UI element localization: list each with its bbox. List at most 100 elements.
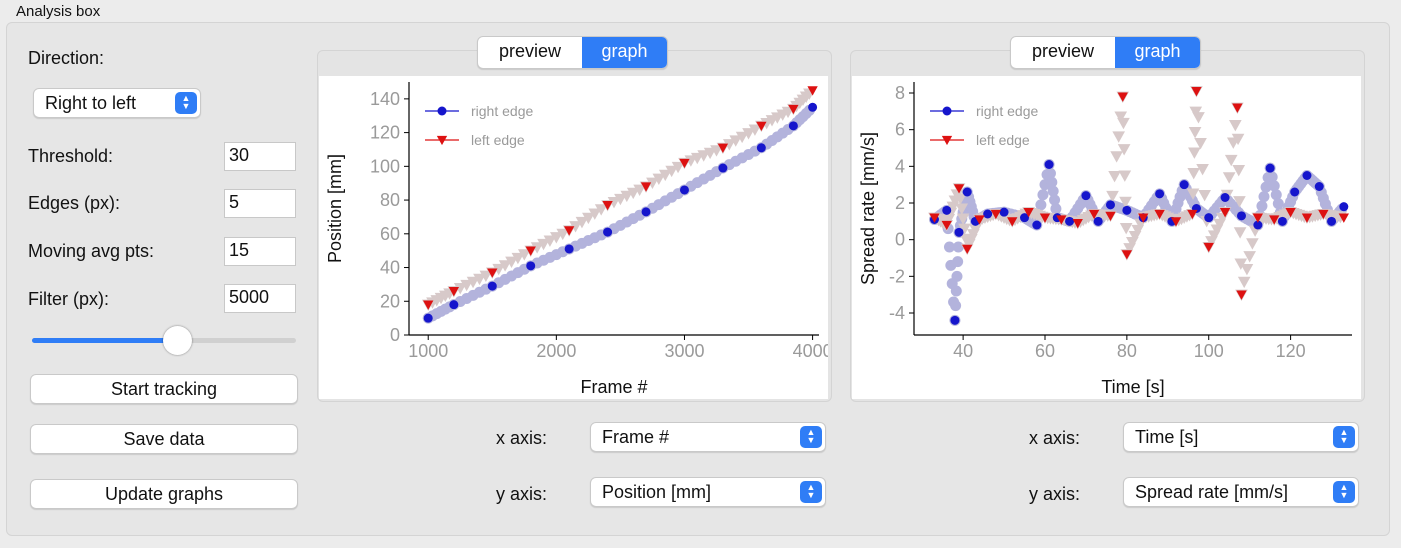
trail-marker xyxy=(1106,190,1119,203)
left-x-axis-label: x axis: xyxy=(496,428,548,448)
start-tracking-button[interactable]: Start tracking xyxy=(30,374,298,404)
y-tick-label: 0 xyxy=(390,325,400,345)
trail-marker xyxy=(1114,111,1128,123)
trail-marker xyxy=(588,208,602,220)
data-point xyxy=(1302,171,1312,180)
y-tick-label: 100 xyxy=(370,156,400,176)
series-1 xyxy=(423,86,818,310)
trail-marker xyxy=(735,131,749,144)
trail-marker xyxy=(1117,117,1130,130)
data-point xyxy=(990,209,1002,220)
filter-field[interactable]: 5000 xyxy=(224,284,296,313)
data-point xyxy=(953,184,965,194)
data-point xyxy=(1339,202,1349,212)
right-y-axis-select[interactable]: Spread rate [mm/s] ▲ ▼ xyxy=(1123,477,1359,507)
filter-slider-handle[interactable] xyxy=(163,326,193,355)
trail-marker xyxy=(742,128,755,140)
filter-slider[interactable] xyxy=(32,326,296,355)
trail-marker xyxy=(1186,188,1200,200)
data-point xyxy=(929,213,940,223)
left-y-axis-select[interactable]: Position [mm] ▲ ▼ xyxy=(590,477,826,507)
trail-marker xyxy=(1110,151,1123,163)
data-point xyxy=(1007,217,1018,227)
data-point xyxy=(1170,217,1182,227)
trail-marker xyxy=(550,232,563,244)
trail-marker xyxy=(1112,131,1125,143)
data-point xyxy=(602,200,613,211)
data-point xyxy=(1039,213,1051,223)
y-tick-label: -2 xyxy=(889,266,905,286)
data-point xyxy=(788,121,798,131)
data-point xyxy=(808,102,818,112)
trail-marker xyxy=(530,242,544,254)
data-point xyxy=(1081,191,1091,201)
trail-marker xyxy=(952,256,964,268)
position-chart: 1000 2000 3000 4000 0 20 40 60 80 100 120 140 Frame … xyxy=(319,76,828,399)
trail-marker xyxy=(652,173,666,186)
x-tick-label: 1000 xyxy=(408,341,448,361)
data-point xyxy=(526,261,536,271)
y-tick-label: 80 xyxy=(380,190,400,210)
y-tick-label: 4 xyxy=(895,156,905,176)
tab-preview-right[interactable]: preview xyxy=(1031,41,1095,61)
trail-marker xyxy=(1047,185,1059,197)
trail-marker xyxy=(1231,133,1245,146)
data-point xyxy=(954,227,964,237)
trail-marker xyxy=(1222,172,1236,184)
spread-rate-chart: 40 60 80 100 120 -4 -2 0 2 4 6 8 Time [s] Spread rate… xyxy=(852,76,1361,399)
y-tick-label: 140 xyxy=(370,89,400,109)
trail-marker xyxy=(1044,167,1056,179)
legend-label: right edge xyxy=(976,103,1038,119)
data-point xyxy=(1285,208,1296,218)
trail-marker xyxy=(954,193,967,205)
moving-avg-label: Moving avg pts: xyxy=(28,241,155,261)
trail-marker xyxy=(505,256,518,268)
tab-graph-left[interactable]: graph xyxy=(582,37,667,68)
save-data-button[interactable]: Save data xyxy=(30,424,298,454)
y-tick-label: -4 xyxy=(889,303,905,323)
legend-entry: right edge xyxy=(930,103,1038,119)
x-tick-label: 80 xyxy=(1117,341,1137,361)
threshold-field[interactable]: 30 xyxy=(224,142,296,171)
left-x-axis-select[interactable]: Frame # ▲ ▼ xyxy=(590,422,826,452)
trail-marker xyxy=(1240,263,1254,276)
left-y-axis-label: y axis: xyxy=(496,484,548,504)
legend-marker xyxy=(436,135,448,146)
tab-graph-right[interactable]: graph xyxy=(1115,37,1200,68)
data-point xyxy=(1020,213,1030,223)
trail-marker xyxy=(1237,276,1251,289)
tab-preview-left[interactable]: preview xyxy=(498,41,562,61)
moving-avg-field[interactable]: 15 xyxy=(224,237,296,266)
threshold-label: Threshold: xyxy=(28,146,114,166)
data-point xyxy=(1327,216,1337,226)
trail-marker xyxy=(1272,198,1284,210)
trail-marker xyxy=(950,285,962,297)
trail-marker xyxy=(950,300,962,312)
data-point xyxy=(1277,216,1287,226)
edges-field[interactable]: 5 xyxy=(224,189,296,218)
legend-marker xyxy=(942,106,952,116)
x-tick-label: 40 xyxy=(953,341,973,361)
updown-arrows-icon: ▲ ▼ xyxy=(175,92,197,114)
direction-select[interactable]: Right to left ▲ ▼ xyxy=(33,88,201,118)
trail-marker xyxy=(1119,222,1133,235)
legend-label: right edge xyxy=(471,103,533,119)
update-graphs-button[interactable]: Update graphs xyxy=(30,479,298,509)
trail-marker xyxy=(952,241,964,253)
data-point xyxy=(1138,213,1149,223)
right-x-axis-select[interactable]: Time [s] ▲ ▼ xyxy=(1123,422,1359,452)
trail-marker xyxy=(1196,164,1209,176)
data-point xyxy=(679,158,690,169)
y-axis-title: Position [mm] xyxy=(325,154,345,263)
right-x-axis-label: x axis: xyxy=(1029,428,1081,448)
trail-marker xyxy=(1187,167,1201,180)
trail-marker xyxy=(1035,199,1047,211)
data-point xyxy=(962,187,972,197)
y-tick-label: 60 xyxy=(380,224,400,244)
trail-marker xyxy=(646,177,659,189)
y-tick-label: 8 xyxy=(895,83,905,103)
x-tick-label: 3000 xyxy=(664,341,704,361)
trail-marker xyxy=(1233,227,1247,239)
trail-marker xyxy=(955,203,969,215)
x-axis-title: Frame # xyxy=(580,377,647,397)
